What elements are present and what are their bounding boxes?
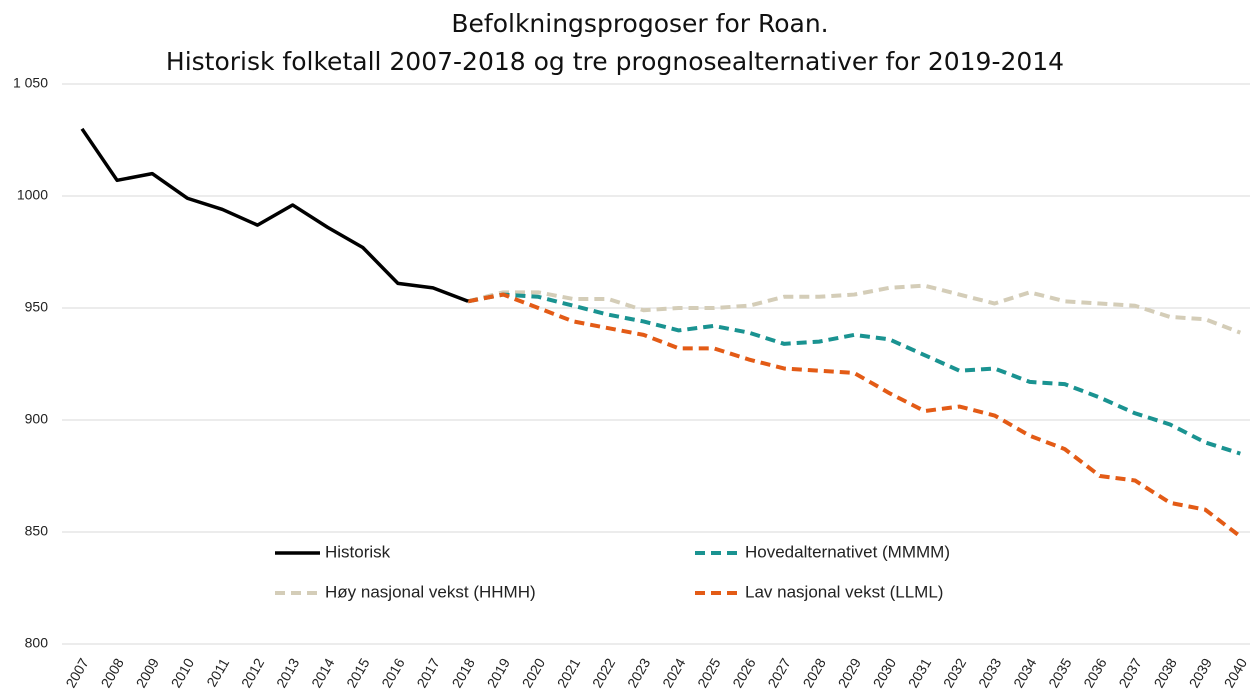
x-tick-label: 2039 [1186,655,1216,690]
x-tick-label: 2029 [835,655,865,690]
x-tick-label: 2022 [589,655,619,690]
series-line [467,292,1241,456]
x-tick-label: 2027 [764,655,794,690]
x-tick-label: 2007 [62,655,92,690]
x-tick-label: 2009 [133,655,163,690]
x-tick-label: 2035 [1045,655,1075,690]
legend-label: Hovedalternativet (MMMM) [745,542,950,561]
x-tick-label: 2018 [448,655,478,690]
x-tick-label: 2030 [870,655,900,690]
x-tick-label: 2025 [694,655,724,690]
y-tick-label: 800 [25,635,49,651]
y-tick-label: 900 [25,411,49,427]
x-tick-label: 2032 [940,655,970,690]
series-line [467,292,1242,539]
x-tick-label: 2011 [203,655,232,689]
x-tick-label: 2020 [519,655,549,690]
x-tick-label: 2015 [343,655,373,690]
x-tick-label: 2021 [554,655,584,690]
x-tick-label: 2019 [484,655,514,690]
x-tick-label: 2014 [308,655,338,690]
legend-label: Historisk [325,542,391,561]
legend-label: Høy nasjonal vekst (HHMH) [325,582,536,601]
x-tick-label: 2040 [1221,655,1251,690]
x-tick-label: 2023 [624,655,654,690]
x-tick-label: 2012 [238,655,268,690]
x-tick-label: 2034 [1010,655,1040,690]
x-tick-label: 2017 [413,655,443,690]
y-tick-label: 1 050 [13,75,48,91]
x-tick-label: 2010 [168,655,198,690]
series-line [80,127,469,303]
series-line [467,283,1242,335]
y-tick-label: 850 [25,523,49,539]
x-tick-label: 2016 [378,655,408,690]
x-tick-label: 2033 [975,655,1005,690]
x-tick-label: 2031 [905,655,935,690]
y-tick-label: 1000 [17,187,48,203]
x-tick-label: 2024 [659,655,689,690]
chart-subtitle: Historisk folketall 2007-2018 og tre pro… [166,47,1064,76]
legend-label: Lav nasjonal vekst (LLML) [745,582,943,601]
x-tick-label: 2028 [799,655,829,690]
y-tick-label: 950 [25,299,49,315]
x-tick-label: 2037 [1115,655,1145,690]
x-tick-label: 2008 [97,655,127,690]
x-tick-label: 2013 [273,655,303,690]
x-tick-label: 2038 [1150,655,1180,690]
x-tick-label: 2026 [729,655,759,690]
chart-title: Befolkningsprogoser for Roan. [451,9,828,38]
x-tick-label: 2036 [1080,655,1110,690]
